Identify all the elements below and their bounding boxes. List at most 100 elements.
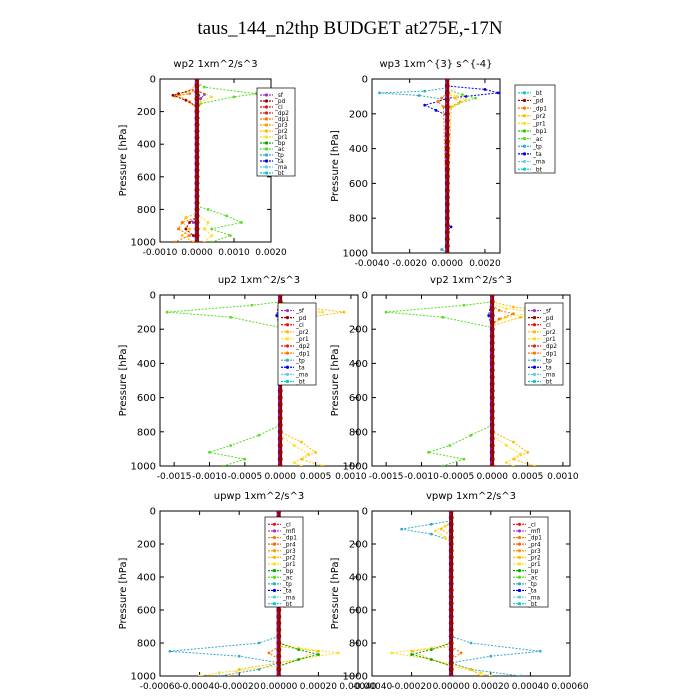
zero-line-marker	[277, 429, 283, 435]
series-marker-ac	[228, 234, 232, 237]
zero-line-marker	[448, 640, 454, 646]
zero-line-marker	[444, 250, 450, 253]
chart-title: vpwp 1xm^2/s^3	[426, 491, 516, 502]
zero-line-marker	[444, 208, 450, 214]
plot-area	[384, 295, 558, 466]
series-marker-pr2	[439, 527, 443, 531]
zero-line-marker	[489, 326, 495, 332]
plot-area	[390, 511, 542, 676]
y-tick-label: 200	[349, 109, 368, 120]
zero-line-marker	[194, 79, 200, 82]
legend-label: _ma	[542, 373, 556, 379]
zero-line-marker	[448, 521, 454, 527]
legend-marker-ta	[517, 588, 522, 593]
legend-label: _ma	[282, 595, 296, 601]
zero-line-marker	[277, 463, 283, 466]
series-marker-ac	[229, 315, 233, 319]
legend-label: _ta	[542, 365, 552, 371]
y-tick-label: 400	[137, 359, 156, 370]
legend-label: _sf	[274, 93, 284, 99]
chart-title: vp2 1xm^2/s^3	[430, 275, 512, 286]
series-marker-pr1	[300, 464, 303, 466]
y-tick-label: 0	[150, 291, 156, 302]
series-marker-pr1	[336, 651, 340, 655]
series-marker-dp1	[177, 227, 180, 231]
zero-line-marker	[448, 511, 454, 514]
zero-line-marker	[448, 660, 454, 666]
zero-line-marker	[277, 401, 283, 407]
zero-line-marker	[444, 111, 450, 117]
zero-line-marker	[276, 673, 282, 676]
series-line-pr1	[446, 90, 468, 253]
zero-line-marker	[277, 388, 283, 394]
legend-box	[264, 516, 304, 608]
zero-line-marker	[444, 79, 450, 82]
legend-label: _tp	[282, 582, 292, 588]
legend-label: _ta	[527, 589, 537, 595]
series-marker-pr2	[180, 234, 184, 237]
series-marker-pr2	[449, 105, 453, 109]
y-tick-label: 1000	[343, 462, 368, 473]
zero-line-marker	[194, 148, 200, 154]
legend-marker-pr2	[264, 129, 269, 133]
zero-line-marker	[194, 122, 200, 128]
zero-line-marker	[489, 422, 495, 428]
chart-panel-6: vpwp 1xm^2/s^3 Pressure [hPa] 0 200 400 600 80…	[330, 491, 589, 692]
series-marker-tp	[400, 527, 404, 531]
legend-marker-sf	[532, 308, 537, 313]
y-tick-label: 0	[362, 291, 368, 302]
series-marker-ac	[448, 444, 452, 447]
legend-label: _sf	[295, 309, 305, 315]
series-marker-dp1	[512, 312, 515, 316]
legend-label: _bt	[274, 171, 285, 177]
zero-line-marker	[276, 511, 282, 514]
series-marker-ta	[496, 91, 500, 95]
zero-line-marker	[444, 236, 450, 242]
legend-marker-ma	[532, 372, 537, 376]
legend-marker-ma	[272, 595, 277, 599]
zero-line-marker	[489, 456, 495, 462]
zero-line-marker	[448, 607, 454, 613]
series-marker-ac	[474, 96, 477, 100]
zero-line-marker	[444, 97, 450, 103]
y-tick-label: 0	[150, 507, 156, 518]
legend-marker-tp	[517, 582, 522, 586]
series-line-pr1	[491, 303, 535, 466]
zero-line-marker	[489, 319, 495, 325]
zero-line-marker	[194, 96, 200, 102]
legend-marker-cl	[532, 323, 537, 327]
legend-label: _pr4	[282, 542, 296, 548]
chart-panel-2: wp3 1xm^{3} s^{-4} Pressure [hPa] 0 200 400 6…	[330, 59, 556, 269]
zero-line-marker	[276, 627, 282, 633]
series-marker-pr2	[321, 464, 325, 466]
legend-box	[524, 302, 564, 386]
chart-title: wp2 1xm^2/s^3	[173, 59, 257, 70]
y-tick-label: 600	[137, 393, 156, 404]
legend-marker-bt	[264, 171, 269, 175]
series-marker-pr2	[227, 674, 231, 676]
x-tick-label: 0.0005	[512, 472, 544, 482]
series-marker-pr2	[512, 305, 515, 309]
legend-marker-bp1	[522, 129, 527, 133]
legend-marker-pr2	[517, 555, 522, 559]
series-marker-pr1	[504, 307, 508, 311]
series-line-tp	[401, 520, 541, 676]
series-marker-ta	[275, 314, 279, 317]
legend-marker-ma	[517, 595, 522, 599]
zero-line-marker	[448, 528, 454, 534]
zero-line-marker	[276, 653, 282, 659]
series-marker-ac	[441, 315, 445, 319]
zero-line-marker	[448, 673, 454, 676]
legend-label: _pr1	[542, 337, 556, 343]
y-tick-label: 800	[349, 214, 368, 225]
series-marker-pr1	[433, 529, 437, 533]
legend: _bt_pd_dp1_pr2_pr1_bp1_ac_tp_ta_ma_bt	[514, 84, 556, 173]
legend-label: _cl	[274, 105, 283, 111]
series-marker-sf	[199, 97, 203, 100]
legend-label: _bt	[282, 602, 293, 608]
series-marker-ac	[257, 433, 261, 437]
legend-label: _ma	[295, 373, 309, 379]
plot-frame	[159, 294, 359, 467]
zero-line-marker	[448, 614, 454, 620]
